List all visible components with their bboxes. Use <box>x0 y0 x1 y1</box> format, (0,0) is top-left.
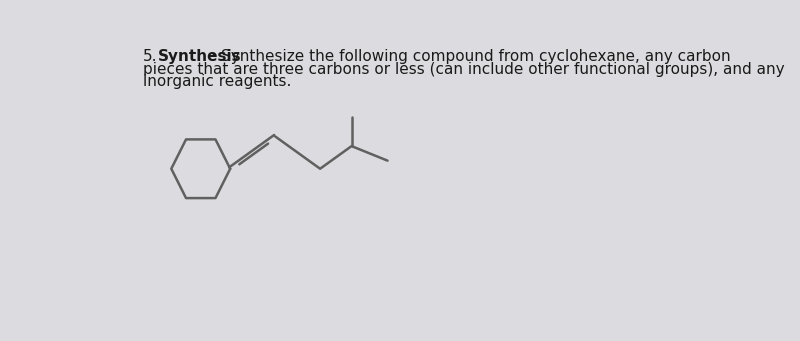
Text: : Synthesize the following compound from cyclohexane, any carbon: : Synthesize the following compound from… <box>211 49 730 64</box>
Text: 5.: 5. <box>142 49 157 64</box>
Text: pieces that are three carbons or less (can include other functional groups), and: pieces that are three carbons or less (c… <box>142 62 784 77</box>
Text: Synthesis: Synthesis <box>158 49 242 64</box>
Text: inorganic reagents.: inorganic reagents. <box>142 74 291 89</box>
